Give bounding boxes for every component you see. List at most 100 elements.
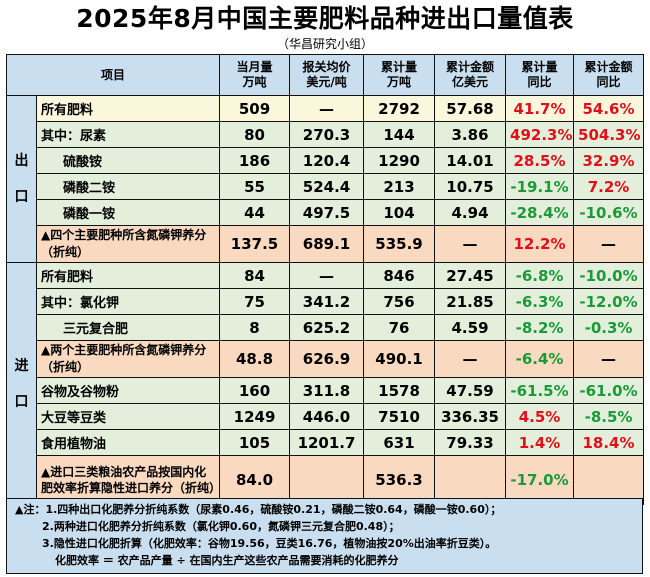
- cum-qty-yoy-cell: 492.3%: [505, 121, 575, 148]
- cum-amt-cell: 4.59: [434, 314, 507, 341]
- month-qty-cell: 509: [219, 95, 291, 122]
- price-cell: [289, 455, 365, 505]
- price-cell: 625.2: [289, 314, 365, 341]
- cum-amt-yoy-cell: —: [573, 340, 645, 378]
- cum-amt-cell: 21.85: [434, 288, 507, 315]
- cum-qty-yoy-cell: -61.5%: [505, 377, 575, 404]
- row-name: 其中：尿素: [35, 121, 221, 148]
- row-name: 磷酸一铵: [35, 199, 221, 226]
- export-row-all: 出口 所有肥料 509 — 2792 57.68 41.7% 54.6%: [6, 95, 645, 263]
- export-label: 出口: [6, 95, 37, 263]
- header-cum-amt-yoy-line1: 累计金额: [584, 60, 633, 74]
- cum-qty-cell: 631: [363, 429, 436, 456]
- row-name: 大豆等豆类: [35, 403, 221, 430]
- header-price: 报关均价 美元/吨: [289, 54, 365, 96]
- month-qty-cell: 137.5: [219, 225, 291, 263]
- cum-qty-yoy-cell: 4.5%: [505, 403, 575, 430]
- cum-amt-cell: 47.59: [434, 377, 507, 404]
- price-cell: 689.1: [289, 225, 365, 263]
- cum-amt-yoy-cell: -10.0%: [573, 262, 645, 289]
- cum-amt-yoy-cell: 32.9%: [573, 147, 645, 174]
- cum-amt-yoy-cell: —: [573, 225, 645, 263]
- price-cell: —: [289, 95, 365, 122]
- header-month-qty-line1: 当月量: [236, 60, 273, 74]
- cum-qty-cell: 535.9: [363, 225, 436, 263]
- import-row-nutrient: ▲两个主要肥种所含氮磷钾养分（折纯） 48.8 626.9 490.1 — -6…: [7, 340, 645, 378]
- cum-amt-yoy-cell: -61.0%: [573, 377, 645, 404]
- month-qty-cell: 44: [219, 199, 291, 226]
- cum-amt-yoy-cell: -0.3%: [573, 314, 645, 341]
- header-cum-qty-yoy-line1: 累计量: [521, 60, 558, 74]
- row-name: 硫酸铵: [35, 147, 221, 174]
- price-cell: —: [289, 262, 365, 289]
- import-row-grain: 谷物及谷物粉 160 311.8 1578 47.59 -61.5% -61.0…: [7, 377, 645, 404]
- cum-qty-cell: 213: [363, 173, 436, 200]
- price-cell: 524.4: [289, 173, 365, 200]
- row-name: ▲四个主要肥种所含氮磷钾养分（折纯）: [35, 225, 221, 263]
- header-cum-amt-line1: 累计金额: [446, 60, 495, 74]
- page-subtitle: （华昌研究小组）: [276, 37, 373, 51]
- header-cum-qty: 累计量 万吨: [363, 54, 436, 96]
- row-name: 所有肥料: [35, 95, 221, 122]
- import-label-text: 进口: [14, 357, 29, 410]
- cum-qty-cell: 76: [363, 314, 436, 341]
- import-row-all: 进口 所有肥料 84 — 846 27.45 -6.8% -10.0%: [6, 262, 645, 505]
- header-cum-amt-line2: 亿美元: [452, 75, 489, 89]
- month-qty-cell: 84: [219, 262, 291, 289]
- cum-qty-cell: 1290: [363, 147, 436, 174]
- import-row-soybean: 大豆等豆类 1249 446.0 7510 336.35 4.5% -8.5%: [7, 403, 645, 430]
- header-price-line1: 报关均价: [302, 60, 351, 74]
- cum-amt-yoy-cell: 504.3%: [573, 121, 645, 148]
- cum-qty-yoy-cell: -28.4%: [505, 199, 575, 226]
- cum-qty-yoy-cell: 41.7%: [505, 95, 575, 122]
- cum-qty-cell: 7510: [363, 403, 436, 430]
- cum-amt-cell: 14.01: [434, 147, 507, 174]
- cum-qty-yoy-cell: 1.4%: [505, 429, 575, 456]
- row-name: ▲两个主要肥种所含氮磷钾养分（折纯）: [35, 340, 221, 378]
- import-row-kcl: 其中：氯化钾 75 341.2 756 21.85 -6.3% -12.0%: [7, 288, 645, 315]
- cum-amt-cell: 57.68: [434, 95, 507, 122]
- note-line-1: ▲注：1.四种出口化肥养分折纯系数（尿素0.46，硫酸铵0.21，磷酸二铵0.6…: [15, 503, 502, 516]
- price-cell: 626.9: [289, 340, 365, 378]
- month-qty-cell: 1249: [219, 403, 291, 430]
- price-cell: 270.3: [289, 121, 365, 148]
- cum-amt-yoy-cell: 7.2%: [573, 173, 645, 200]
- export-row-nutrient: ▲四个主要肥种所含氮磷钾养分（折纯） 137.5 689.1 535.9 — 1…: [7, 225, 645, 263]
- notes-box: ▲注：1.四种出口化肥养分折纯系数（尿素0.46，硫酸铵0.21，磷酸二铵0.6…: [6, 498, 643, 574]
- month-qty-cell: 48.8: [219, 340, 291, 378]
- row-name: 谷物及谷物粉: [35, 377, 221, 404]
- cum-amt-cell: 336.35: [434, 403, 507, 430]
- cum-qty-cell: 490.1: [363, 340, 436, 378]
- cum-amt-cell: —: [434, 225, 507, 263]
- price-cell: 341.2: [289, 288, 365, 315]
- price-cell: 446.0: [289, 403, 365, 430]
- header-month-qty-line2: 万吨: [242, 75, 267, 89]
- price-cell: 120.4: [289, 147, 365, 174]
- header-cum-amt: 累计金额 亿美元: [434, 54, 507, 96]
- row-name: 其中：氯化钾: [35, 288, 221, 315]
- cum-amt-yoy-cell: -8.5%: [573, 403, 645, 430]
- note-line-3: 3.隐性进口化肥折算（化肥效率：谷物19.56，豆类16.76，植物油按20%出…: [42, 537, 497, 550]
- cum-qty-cell: 1578: [363, 377, 436, 404]
- header-cum-qty-yoy: 累计量 同比: [505, 54, 575, 96]
- cum-qty-yoy-cell: -6.8%: [505, 262, 575, 289]
- cum-qty-cell: 104: [363, 199, 436, 226]
- export-row-ammonium-sulfate: 硫酸铵 186 120.4 1290 14.01 28.5% 32.9%: [7, 147, 645, 174]
- import-label: 进口: [6, 262, 37, 505]
- cum-amt-yoy-cell: [573, 455, 645, 505]
- header-cum-amt-yoy: 累计金额 同比: [573, 54, 645, 96]
- cum-amt-cell: 79.33: [434, 429, 507, 456]
- header-cum-amt-yoy-line2: 同比: [596, 75, 621, 89]
- header-price-line2: 美元/吨: [306, 75, 347, 89]
- header-row: 项目 当月量 万吨 报关均价 美元/吨 累计量 万吨 累计金额 亿美元 累计量 同比 累计…: [5, 54, 645, 96]
- cum-amt-cell: 10.75: [434, 173, 507, 200]
- header-item: 项目: [5, 54, 221, 96]
- month-qty-cell: 80: [219, 121, 291, 148]
- month-qty-cell: 160: [219, 377, 291, 404]
- month-qty-cell: 186: [219, 147, 291, 174]
- row-name: 磷酸二铵: [35, 173, 221, 200]
- cum-amt-cell: 27.45: [434, 262, 507, 289]
- month-qty-cell: 8: [219, 314, 291, 341]
- cum-qty-yoy-cell: 28.5%: [505, 147, 575, 174]
- price-cell: 311.8: [289, 377, 365, 404]
